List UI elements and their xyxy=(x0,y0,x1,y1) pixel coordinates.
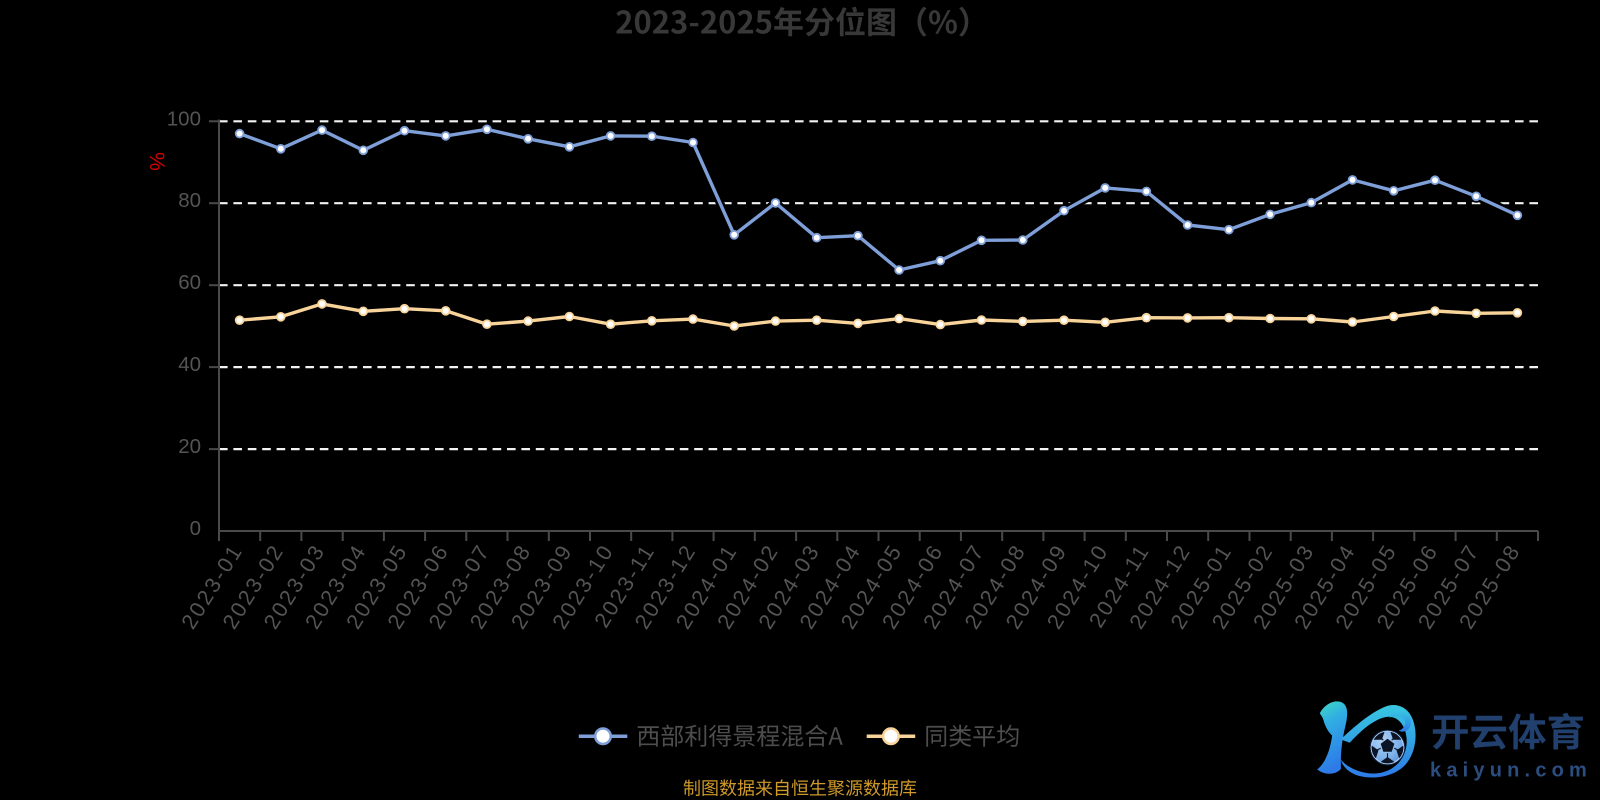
svg-text:60: 60 xyxy=(178,271,201,294)
svg-text:%: % xyxy=(145,152,168,171)
svg-text:100: 100 xyxy=(167,107,201,130)
svg-text:kaiyun.com: kaiyun.com xyxy=(1430,760,1592,782)
svg-text:80: 80 xyxy=(178,189,201,212)
svg-text:40: 40 xyxy=(178,353,201,376)
svg-text:20: 20 xyxy=(178,435,201,458)
svg-text:0: 0 xyxy=(190,517,201,540)
